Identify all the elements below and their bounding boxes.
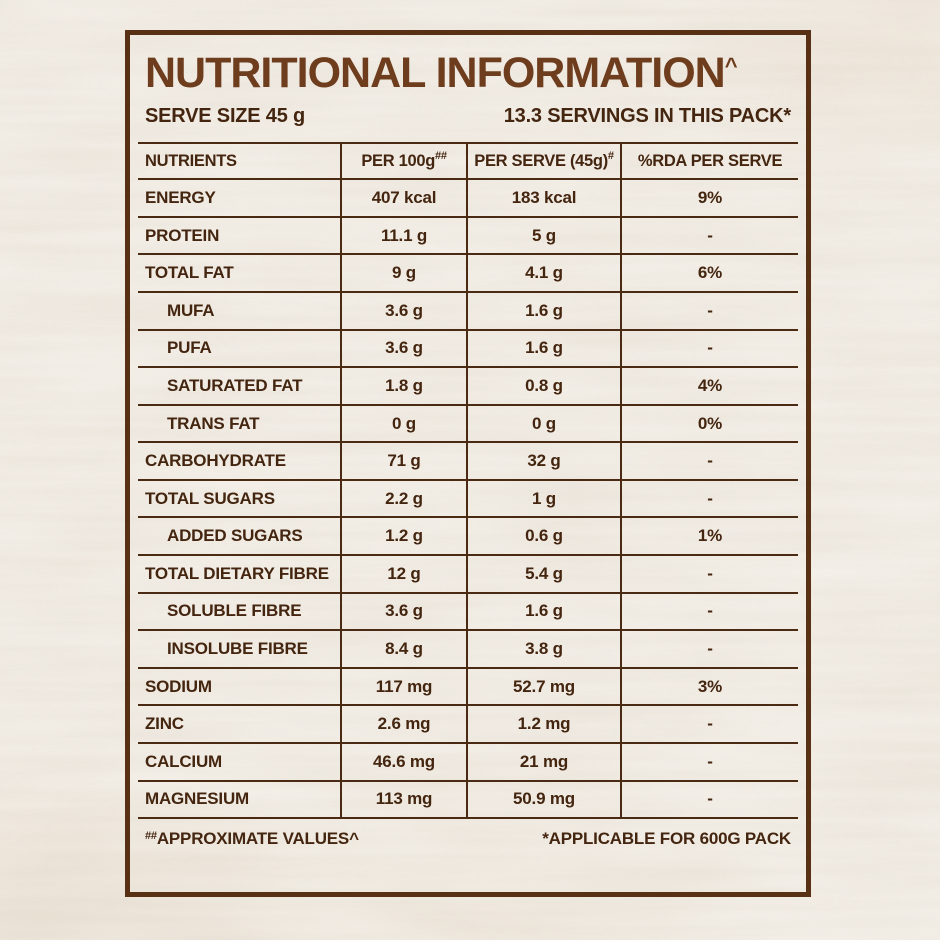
nutrient-value: 5.4 g — [466, 554, 620, 592]
nutrient-name: INSOLUBE FIBRE — [138, 629, 340, 667]
nutrient-name: TOTAL FAT — [138, 253, 340, 291]
nutrient-value: 2.2 g — [340, 478, 466, 517]
servings-label: 13.3 SERVINGS IN THIS PACK* — [503, 105, 791, 128]
nutrient-value: 6% — [620, 253, 798, 291]
nutrient-name: CARBOHYDRATE — [138, 441, 340, 479]
nutrient-value: - — [620, 742, 798, 780]
column-header-nutrients: NUTRIENTS — [138, 142, 340, 178]
column-header-text: PER SERVE (45g) — [474, 151, 608, 170]
nutrient-value: 113 mg — [340, 779, 466, 818]
page-title-text: NUTRITIONAL INFORMATION — [145, 49, 726, 97]
nutrient-name: TOTAL DIETARY FIBRE — [138, 554, 340, 592]
nutrient-value: - — [620, 704, 798, 743]
nutrient-name: TRANS FAT — [138, 403, 340, 442]
nutrient-value: 21 mg — [466, 742, 620, 780]
nutrient-name: ZINC — [138, 704, 340, 742]
nutrient-value: 2.6 mg — [340, 704, 466, 743]
nutrient-value: 50.9 mg — [466, 779, 620, 818]
nutrient-value: 9% — [620, 178, 798, 216]
nutrient-value: - — [620, 441, 798, 479]
column-header-rda: %RDA PER SERVE — [620, 142, 798, 179]
nutrient-value: - — [620, 779, 798, 818]
nutrient-value: 8.4 g — [340, 629, 466, 667]
column-header-text: NUTRIENTS — [145, 151, 237, 170]
column-header-text: %RDA PER SERVE — [637, 151, 783, 170]
column-header-per-serve: PER SERVE (45g) # — [466, 142, 620, 179]
nutrient-value: 3.6 g — [340, 328, 466, 367]
page-title: NUTRITIONAL INFORMATION^ — [145, 49, 798, 97]
nutrient-value: 1.2 g — [340, 516, 466, 555]
nutrient-name: SODIUM — [138, 666, 340, 705]
subheader: SERVE SIZE 45 g 13.3 SERVINGS IN THIS PA… — [145, 105, 791, 128]
footnote-applicable-pack: *APPLICABLE FOR 600G PACK — [542, 829, 791, 849]
nutrient-value: 9 g — [340, 253, 466, 291]
nutrient-value: - — [620, 591, 798, 630]
nutrient-name: SATURATED FAT — [138, 366, 340, 404]
nutrient-name: CALCIUM — [138, 742, 340, 780]
nutrient-name: TOTAL SUGARS — [138, 478, 340, 517]
nutrient-value: - — [620, 554, 798, 592]
nutrient-value: 32 g — [466, 441, 620, 479]
nutrient-value: 1.6 g — [466, 328, 620, 367]
nutrient-value: 1 g — [466, 478, 620, 517]
label-content: NUTRITIONAL INFORMATION^ SERVE SIZE 45 g… — [130, 35, 806, 849]
nutrient-value: 71 g — [340, 441, 466, 479]
nutrient-value: 52.7 mg — [466, 666, 620, 705]
nutrient-name: SOLUBLE FIBRE — [138, 591, 340, 630]
nutrient-value: 12 g — [340, 554, 466, 592]
nutrient-name: ENERGY — [138, 178, 340, 216]
nutrient-value: 1.6 g — [466, 591, 620, 630]
nutrient-name: MUFA — [138, 290, 340, 329]
nutrient-value: 1.8 g — [340, 366, 466, 404]
footnote-approximate-values: ##APPROXIMATE VALUES^ — [145, 829, 359, 849]
nutrient-value: - — [620, 215, 798, 254]
nutrient-value: 183 kcal — [466, 178, 620, 216]
nutrient-value: 0% — [620, 403, 798, 442]
nutrient-value: 0 g — [340, 403, 466, 442]
nutrient-value: 0 g — [466, 403, 620, 442]
nutrient-value: 3.8 g — [466, 629, 620, 667]
nutrient-value: - — [620, 328, 798, 367]
nutrient-value: 3.6 g — [340, 290, 466, 329]
nutrient-value: 0.6 g — [466, 516, 620, 555]
nutrient-value: 46.6 mg — [340, 742, 466, 780]
nutrient-name: ADDED SUGARS — [138, 516, 340, 554]
nutrient-value: 1.6 g — [466, 290, 620, 329]
nutrient-value: 4% — [620, 366, 798, 404]
nutrient-name: PUFA — [138, 328, 340, 367]
nutrient-value: - — [620, 629, 798, 667]
nutrient-value: 11.1 g — [340, 215, 466, 254]
column-header-text: PER 100g — [361, 151, 436, 170]
footnotes: ##APPROXIMATE VALUES^ *APPLICABLE FOR 60… — [145, 829, 791, 849]
nutrient-value: 3.6 g — [340, 591, 466, 630]
nutrient-value: 407 kcal — [340, 178, 466, 216]
nutrient-value: 3% — [620, 666, 798, 705]
page-title-superscript: ^ — [724, 53, 738, 78]
column-header-per-100g: PER 100g ## — [340, 142, 466, 179]
footnote-left-text: APPROXIMATE VALUES^ — [156, 829, 359, 849]
column-header-superscript: # — [607, 150, 614, 163]
nutrient-value: 117 mg — [340, 666, 466, 705]
nutrient-name: PROTEIN — [138, 215, 340, 254]
nutrient-value: 1% — [620, 516, 798, 555]
nutrient-value: 1.2 mg — [466, 704, 620, 743]
nutrient-name: MAGNESIUM — [138, 779, 340, 818]
serve-size-label: SERVE SIZE 45 g — [145, 105, 306, 128]
label-panel: NUTRITIONAL INFORMATION^ SERVE SIZE 45 g… — [125, 30, 811, 897]
nutrient-value: 0.8 g — [466, 366, 620, 404]
nutrient-value: - — [620, 290, 798, 329]
footnote-superscript: ## — [145, 830, 157, 843]
nutrient-value: 5 g — [466, 215, 620, 254]
nutrient-value: 4.1 g — [466, 253, 620, 291]
nutrient-value: - — [620, 478, 798, 517]
nutrition-table: NUTRIENTS PER 100g ## PER SERVE (45g) # %R… — [138, 142, 798, 820]
column-header-superscript: ## — [435, 150, 447, 163]
